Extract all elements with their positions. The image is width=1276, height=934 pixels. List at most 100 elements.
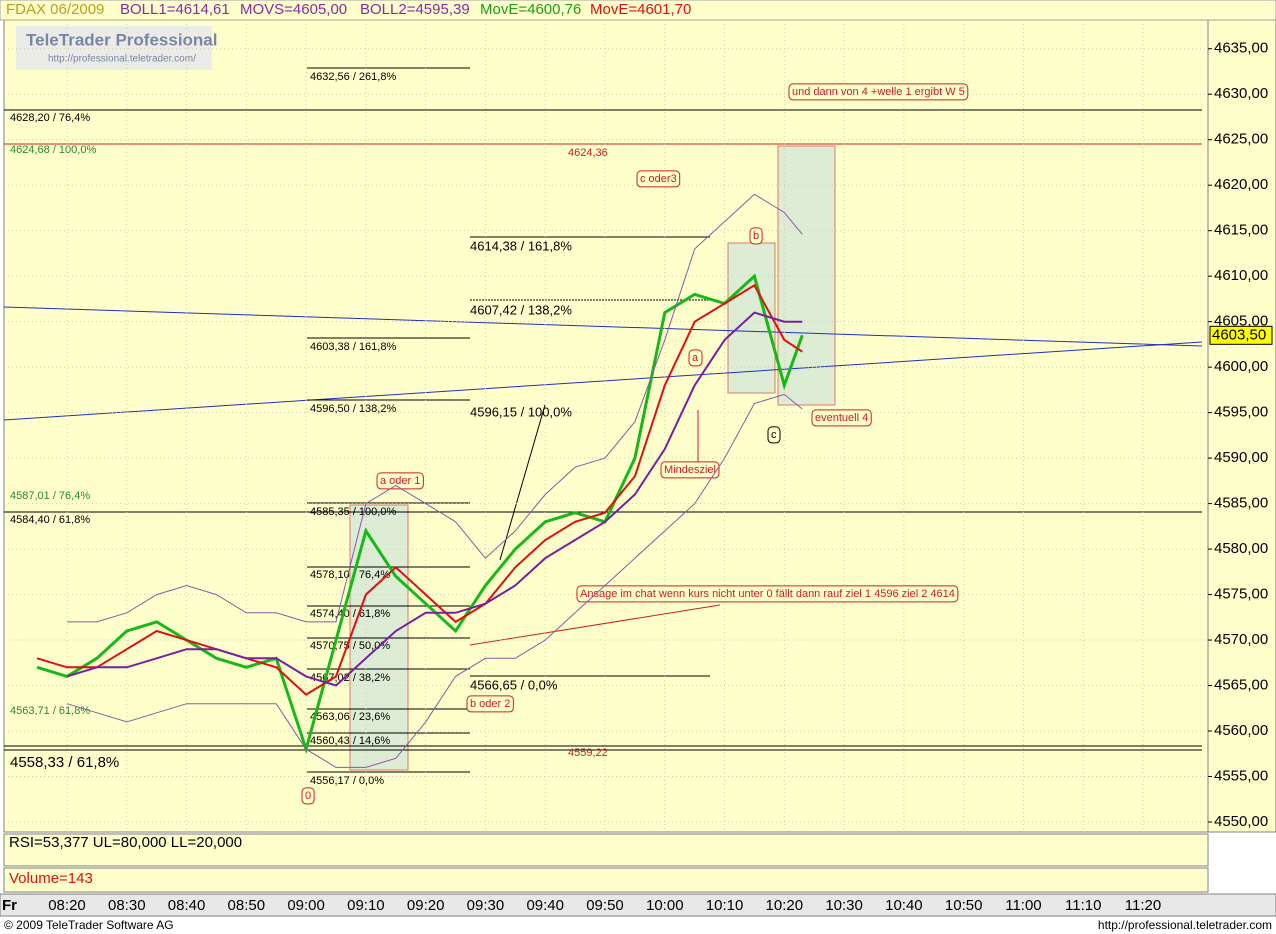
time-axis	[0, 893, 1276, 917]
annotation-box	[301, 787, 315, 805]
annotation-box	[688, 349, 703, 367]
series-line	[36, 273, 804, 755]
annotation: 4558,33 / 61,8%	[10, 754, 119, 771]
y-tick-label: 4635,00	[1214, 40, 1268, 57]
annotation: eventuell 4	[815, 412, 868, 424]
volume-label: Volume=143	[9, 870, 93, 887]
annotation: 4596,50 / 138,2%	[310, 403, 396, 415]
annotation: c	[771, 429, 777, 441]
x-tick-label: 09:10	[347, 897, 385, 914]
movs: MOVS=4605,00	[240, 1, 347, 18]
annotation: Mindesziel	[664, 464, 716, 476]
y-tick-label: 4550,00	[1214, 813, 1268, 830]
annotation: 4614,38 / 161,8%	[470, 238, 572, 253]
x-tick-label: 10:00	[646, 897, 684, 914]
boll1: BOLL1=4614,61	[120, 1, 230, 18]
annotation-box	[749, 227, 763, 245]
drawings	[3, 67, 1203, 773]
annotation: c oder3	[640, 173, 677, 185]
x-tick-label: 10:10	[706, 897, 744, 914]
x-tick-label: 09:40	[526, 897, 564, 914]
volume-panel	[3, 867, 1209, 893]
annotation: a	[692, 352, 699, 364]
y-tick-label: 4590,00	[1214, 449, 1268, 466]
boll2: BOLL2=4595,39	[360, 1, 470, 18]
x-tick-label: 09:20	[407, 897, 445, 914]
annotation: 4603,38 / 161,8%	[310, 341, 396, 353]
day-label: Fr	[2, 897, 17, 914]
header-bar	[0, 0, 1276, 21]
annotation-box	[788, 83, 969, 101]
series-line	[66, 311, 803, 687]
x-tick-label: 10:30	[825, 897, 863, 914]
y-tick-label: 4560,00	[1214, 722, 1268, 739]
annotation: Ansage im chat wenn kurs nicht unter 0 f…	[580, 588, 955, 600]
rsi-panel	[3, 833, 1209, 867]
x-tick-label: 10:40	[885, 897, 923, 914]
trend-line	[469, 604, 721, 646]
x-tick-label: 08:20	[48, 897, 86, 914]
price-panel	[3, 19, 1209, 833]
series-line	[67, 193, 803, 623]
annotation: und dann von 4 +welle 1 ergibt W 5	[792, 86, 965, 98]
annotation-box	[636, 170, 681, 188]
x-tick-label: 08:30	[108, 897, 146, 914]
annotation-box	[660, 461, 720, 479]
x-tick-label: 09:50	[586, 897, 624, 914]
watermark-title: TeleTrader Professional	[26, 30, 217, 49]
y-tick-label: 4625,00	[1214, 131, 1268, 148]
y-tick-label: 4600,00	[1214, 358, 1268, 375]
annotation-box	[576, 585, 959, 603]
annotation: 4584,40 / 61,8%	[10, 514, 90, 526]
y-tick-label: 4570,00	[1214, 631, 1268, 648]
y-tick-label: 4580,00	[1214, 540, 1268, 557]
y-tick-label: 4555,00	[1214, 767, 1268, 784]
x-tick-label: 09:30	[467, 897, 505, 914]
watermark-url: http://professional.teletrader.com/	[48, 54, 196, 65]
footer-url: http://professional.teletrader.com	[1098, 918, 1272, 932]
watermark-box	[16, 26, 212, 70]
annotation: 4587,01 / 76,4%	[10, 490, 90, 502]
y-tick-label: 4575,00	[1214, 586, 1268, 603]
move-green: MovE=4600,76	[480, 1, 581, 18]
annotation: 4566,65 / 0,0%	[470, 677, 558, 692]
rsi-label: RSI=53,377 UL=80,000 LL=20,000	[9, 834, 242, 851]
copyright: © 2009 TeleTrader Software AG	[4, 918, 174, 932]
last-price-box	[1209, 325, 1273, 345]
annotation: 4624,68 / 100,0%	[10, 144, 96, 156]
annotation: 4570,75 / 50,0%	[310, 640, 390, 652]
x-tick-label: 09:00	[287, 897, 325, 914]
annotation: 0	[305, 790, 311, 802]
annotation: 4556,17 / 0,0%	[310, 775, 384, 787]
annotation: 4624,36	[568, 147, 608, 159]
annotation: b oder 2	[470, 698, 510, 710]
y-tick-label: 4610,00	[1214, 267, 1268, 284]
annotation-box	[811, 409, 872, 427]
y-tick-label: 4565,00	[1214, 677, 1268, 694]
annotation: 4596,15 / 100,0%	[470, 404, 572, 419]
annotation: a oder 1	[380, 475, 420, 487]
trend-line	[499, 404, 546, 561]
y-tick-label: 4630,00	[1214, 85, 1268, 102]
annotation: 4632,56 / 261,8%	[310, 71, 396, 83]
annotation-box	[466, 695, 514, 713]
y-tick-label: 4585,00	[1214, 495, 1268, 512]
y-tick-label: 4605,00	[1214, 313, 1268, 330]
annotation: 4559,22	[568, 747, 608, 759]
symbol: FDAX 06/2009	[6, 1, 104, 18]
x-tick-label: 08:40	[168, 897, 206, 914]
x-tick-label: 11:00	[1005, 897, 1041, 914]
annotation: 4574,40 / 61,8%	[310, 608, 390, 620]
y-tick-label: 4620,00	[1214, 176, 1268, 193]
series-line	[36, 283, 803, 696]
x-tick-label: 08:50	[228, 897, 266, 914]
y-tick-label: 4595,00	[1214, 404, 1268, 421]
annotation: 4563,71 / 61,8%	[10, 705, 90, 717]
annotation: b	[753, 230, 759, 242]
annotation: 4628,20 / 76,4%	[10, 112, 90, 124]
trend-line	[3, 341, 1203, 421]
fib-lines	[307, 67, 710, 773]
annotation: 4563,06 / 23,6%	[310, 711, 390, 723]
y-tick-label: 4615,00	[1214, 222, 1268, 239]
